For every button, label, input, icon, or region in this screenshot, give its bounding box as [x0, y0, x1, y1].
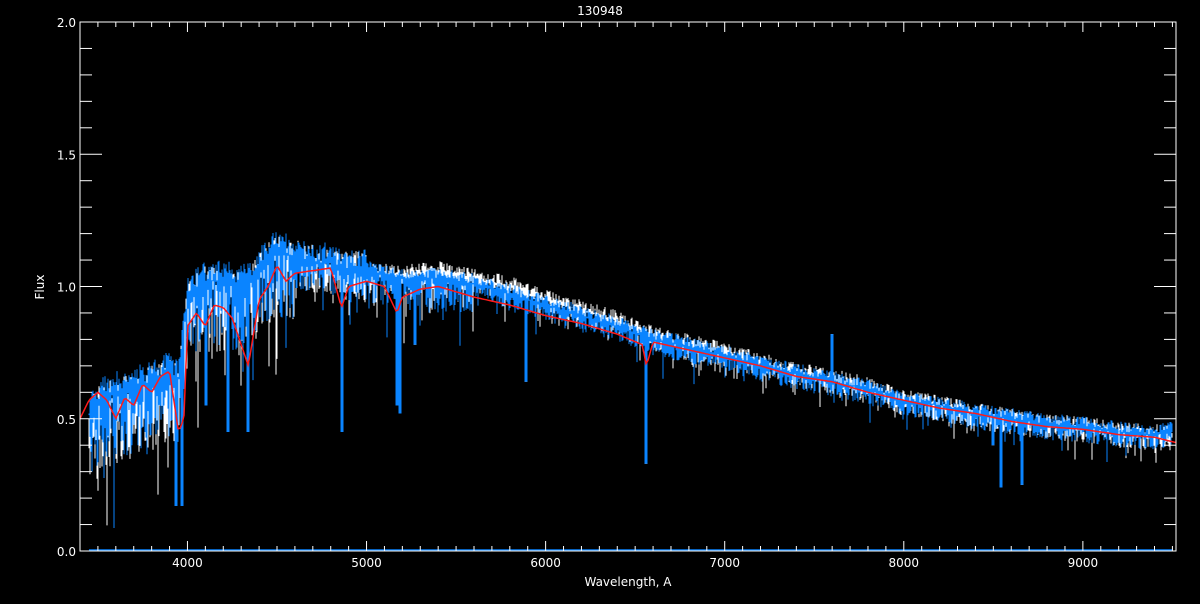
- y-axis-label: Flux: [33, 275, 47, 300]
- y-tick-label: 0.0: [57, 545, 76, 559]
- y-tick-label: 1.0: [57, 281, 76, 295]
- y-tick-label: 2.0: [57, 16, 76, 30]
- x-tick-label: 8000: [889, 556, 920, 570]
- x-tick-label: 7000: [709, 556, 740, 570]
- x-axis-label: Wavelength, A: [584, 575, 672, 589]
- series-observed-blue: [88, 232, 1173, 528]
- y-tick-label: 0.5: [57, 413, 76, 427]
- series-model-line: [79, 266, 1177, 444]
- chart-title: 130948: [577, 4, 623, 18]
- x-tick-label: 6000: [530, 556, 561, 570]
- y-tick-label: 1.5: [57, 148, 76, 162]
- x-tick-label: 5000: [351, 556, 382, 570]
- x-tick-label: 4000: [172, 556, 203, 570]
- x-tick-label: 9000: [1068, 556, 1099, 570]
